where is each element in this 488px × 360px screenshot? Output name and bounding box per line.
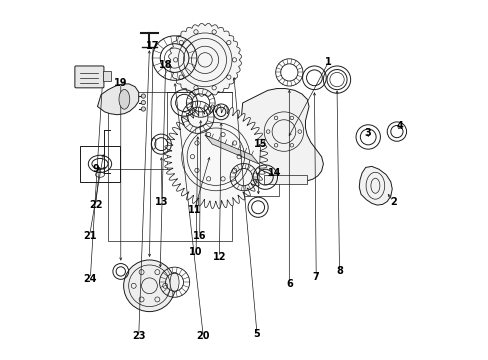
Text: 24: 24 bbox=[83, 274, 97, 284]
Text: 3: 3 bbox=[364, 129, 371, 138]
Text: 2: 2 bbox=[389, 197, 396, 207]
Text: 15: 15 bbox=[253, 139, 267, 149]
Bar bbox=[108, 92, 231, 241]
Text: 18: 18 bbox=[159, 60, 172, 70]
Polygon shape bbox=[230, 134, 242, 157]
Text: 8: 8 bbox=[335, 266, 342, 276]
Circle shape bbox=[178, 33, 231, 87]
Polygon shape bbox=[163, 105, 267, 208]
Text: 4: 4 bbox=[396, 121, 403, 131]
Bar bbox=[102, 71, 110, 81]
Text: 6: 6 bbox=[285, 279, 292, 289]
Text: 10: 10 bbox=[189, 247, 203, 257]
Polygon shape bbox=[204, 135, 258, 164]
Polygon shape bbox=[97, 84, 139, 115]
Bar bbox=[80, 146, 120, 182]
Text: 14: 14 bbox=[268, 168, 281, 178]
Ellipse shape bbox=[119, 89, 129, 109]
Circle shape bbox=[123, 260, 175, 312]
Text: 16: 16 bbox=[193, 231, 206, 240]
Text: 13: 13 bbox=[155, 197, 168, 207]
Polygon shape bbox=[359, 166, 391, 205]
Text: 20: 20 bbox=[196, 331, 209, 341]
Text: 5: 5 bbox=[253, 329, 260, 339]
Ellipse shape bbox=[170, 273, 179, 292]
Text: 7: 7 bbox=[312, 272, 319, 282]
Polygon shape bbox=[168, 23, 241, 96]
Text: 19: 19 bbox=[114, 78, 127, 88]
Circle shape bbox=[141, 100, 145, 105]
Text: 21: 21 bbox=[82, 231, 96, 240]
Text: 22: 22 bbox=[89, 200, 102, 210]
FancyBboxPatch shape bbox=[75, 66, 104, 88]
Text: 9: 9 bbox=[92, 164, 99, 174]
Text: 12: 12 bbox=[212, 252, 225, 262]
Circle shape bbox=[182, 123, 249, 191]
Polygon shape bbox=[240, 89, 323, 181]
Circle shape bbox=[141, 107, 145, 111]
Text: 11: 11 bbox=[187, 206, 201, 216]
Text: 23: 23 bbox=[132, 331, 145, 341]
Circle shape bbox=[141, 94, 145, 98]
Text: 17: 17 bbox=[146, 41, 160, 50]
Bar bbox=[230, 155, 278, 196]
Bar bbox=[264, 175, 306, 184]
Text: 1: 1 bbox=[325, 57, 331, 67]
